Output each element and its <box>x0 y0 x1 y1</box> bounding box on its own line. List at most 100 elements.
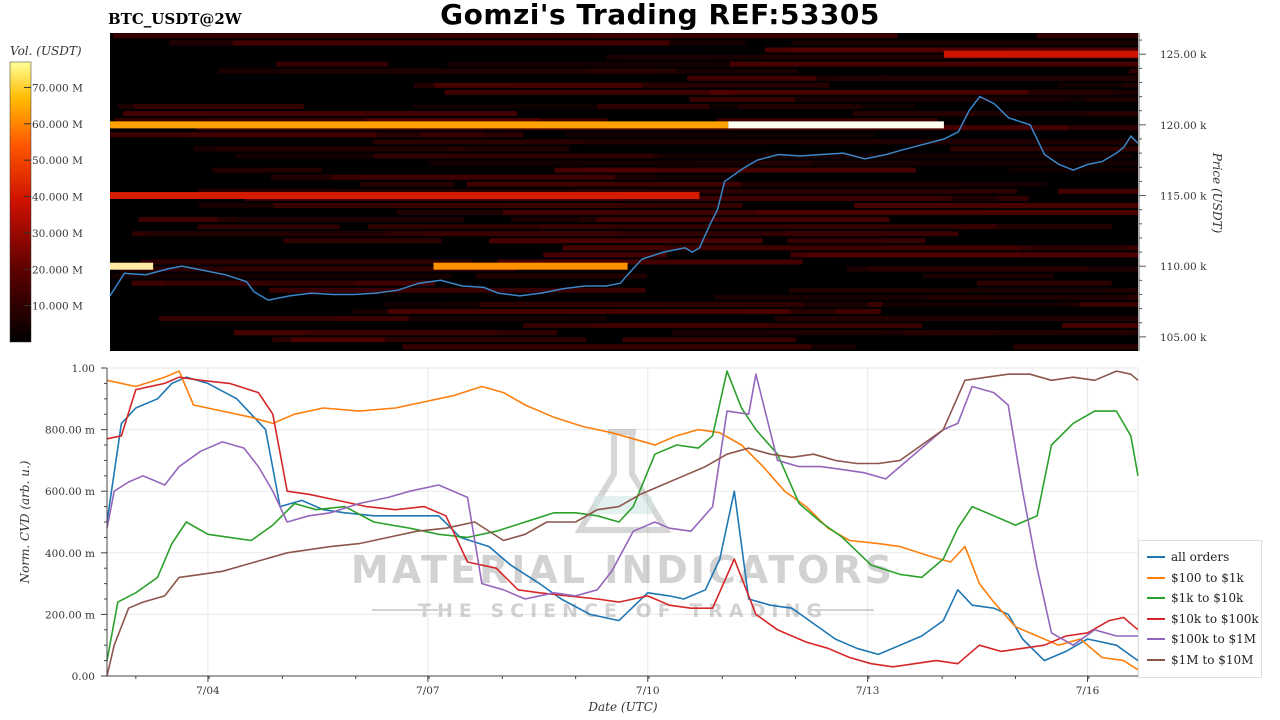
heatmap-band <box>775 315 1138 321</box>
heatmap-band <box>146 231 386 237</box>
cvd-series-line <box>106 370 1139 661</box>
watermark-line-1: MATERIAL INDICATORS <box>351 548 895 592</box>
colorbar-tick-label: 20.000 M <box>32 264 83 276</box>
cvd-series-line <box>106 373 1138 647</box>
heatmap-band <box>1058 188 1138 194</box>
legend-item: $100k to $1M <box>1147 629 1257 650</box>
heatmap-band <box>687 75 887 81</box>
heatmap-band <box>792 40 1138 46</box>
heatmap-band <box>563 68 799 74</box>
colorbar-title: Vol. (USDT) <box>10 44 82 58</box>
heatmap-band <box>402 344 812 350</box>
heatmap-band <box>572 188 1018 194</box>
heatmap-band <box>615 174 728 180</box>
colorbar <box>9 61 32 343</box>
cvd-frame <box>106 367 1139 677</box>
watermark-line-2: THE SCIENCE OF TRADING <box>418 600 828 622</box>
liquidity-wall <box>110 121 729 129</box>
heatmap-band <box>652 153 1132 159</box>
heatmap-band <box>832 252 1138 258</box>
heatmap-band <box>438 132 524 138</box>
heatmap-band <box>291 337 385 343</box>
heatmap-band <box>479 301 805 307</box>
cvd-y-tick-label: 200.00 m <box>45 609 95 621</box>
legend-label: all orders <box>1171 550 1230 565</box>
heatmap-band <box>1123 330 1138 336</box>
cvd-series-line <box>106 370 1139 671</box>
heatmap-band <box>1001 125 1138 131</box>
heatmap-band <box>123 111 517 117</box>
heatmap-band <box>788 287 1138 293</box>
heatmap-band <box>1122 82 1138 88</box>
heatmap-band <box>217 68 587 74</box>
colorbar-tick-label: 60.000 M <box>32 119 83 131</box>
heatmap-band <box>911 139 1138 145</box>
colorbar-tick-label: 50.000 M <box>32 155 83 167</box>
heatmap-band <box>854 202 1138 208</box>
heatmap-band <box>606 54 708 60</box>
cvd-x-tick-label: 7/10 <box>636 685 660 697</box>
heatmap-band <box>110 132 377 138</box>
colorbar-tick-label: 70.000 M <box>32 82 83 94</box>
legend-item: $1k to $10k <box>1147 588 1255 609</box>
heatmap-band <box>672 330 887 336</box>
heatmap-band <box>233 33 440 39</box>
heatmap-band <box>489 238 763 244</box>
heatmap-band <box>163 280 356 286</box>
heatmap-band <box>620 139 874 145</box>
cvd-x-tick-label: 7/16 <box>1076 685 1100 697</box>
heatmap-band <box>976 280 1112 286</box>
heatmap-band <box>768 301 1080 307</box>
cvd-x-tick-label: 7/07 <box>416 685 440 697</box>
heatmap-band <box>235 153 448 159</box>
heatmap-band <box>268 287 646 293</box>
heatmap-band <box>925 294 1138 300</box>
heatmap-band <box>1028 89 1138 95</box>
heatmap-band <box>133 103 304 109</box>
heatmap-band <box>197 224 340 230</box>
heatmap-band <box>713 294 989 300</box>
heatmap-band <box>974 111 1087 117</box>
chart-title: Gomzi's Trading REF:53305 <box>440 0 880 31</box>
legend-swatch <box>1147 597 1165 600</box>
legend-label: $1M to $10M <box>1171 652 1254 667</box>
heatmap-band <box>815 75 1138 81</box>
price-tick-label: 115.00 k <box>1160 191 1207 203</box>
heatmap-band <box>538 224 997 230</box>
heatmap-band <box>423 231 888 237</box>
heatmap-band <box>810 160 1138 166</box>
heatmap-band <box>444 89 735 95</box>
heatmap-band <box>716 118 938 124</box>
heatmap-band <box>904 330 1129 336</box>
heatmap-band <box>578 217 890 223</box>
heatmap-band <box>118 266 517 272</box>
heatmap-band <box>1058 82 1138 88</box>
heatmap-band <box>212 167 323 173</box>
heatmap-band <box>1062 301 1138 307</box>
heatmap-band <box>331 174 657 180</box>
heatmap-band <box>217 217 465 223</box>
heatmap-band <box>566 245 1019 251</box>
cvd-x-axis-title: Date (UTC) <box>587 700 657 714</box>
heatmap-band <box>112 33 273 39</box>
heatmap-band <box>387 308 791 314</box>
cvd-series-line <box>106 376 1139 662</box>
liquidity-wall <box>110 262 154 270</box>
colorbar-ticks: 70.000 M 60.000 M 50.000 M 40.000 M 30.000 M… <box>24 82 83 313</box>
legend-item: all orders <box>1147 547 1255 568</box>
price-axis: 125.00 k 120.00 k 115.00 k 110.00 k 105.00 k <box>1138 33 1207 351</box>
legend-label: $100k to $1M <box>1171 632 1257 647</box>
price-line <box>109 95 1139 301</box>
colorbar-tick-label: 10.000 M <box>32 301 83 313</box>
cvd-y-tick-label: 800.00 m <box>45 425 95 437</box>
cvd-x-tick-label: 7/13 <box>856 685 880 697</box>
cvd-x-tick-label: 7/04 <box>196 685 220 697</box>
cvd-y-tick-label: 400.00 m <box>45 548 95 560</box>
heatmap-band <box>232 40 670 46</box>
legend-swatch <box>1147 556 1165 559</box>
heatmap-band <box>214 146 465 152</box>
heatmap-band <box>497 259 803 265</box>
heatmap-band <box>283 238 442 244</box>
heatmap-band <box>522 323 923 329</box>
